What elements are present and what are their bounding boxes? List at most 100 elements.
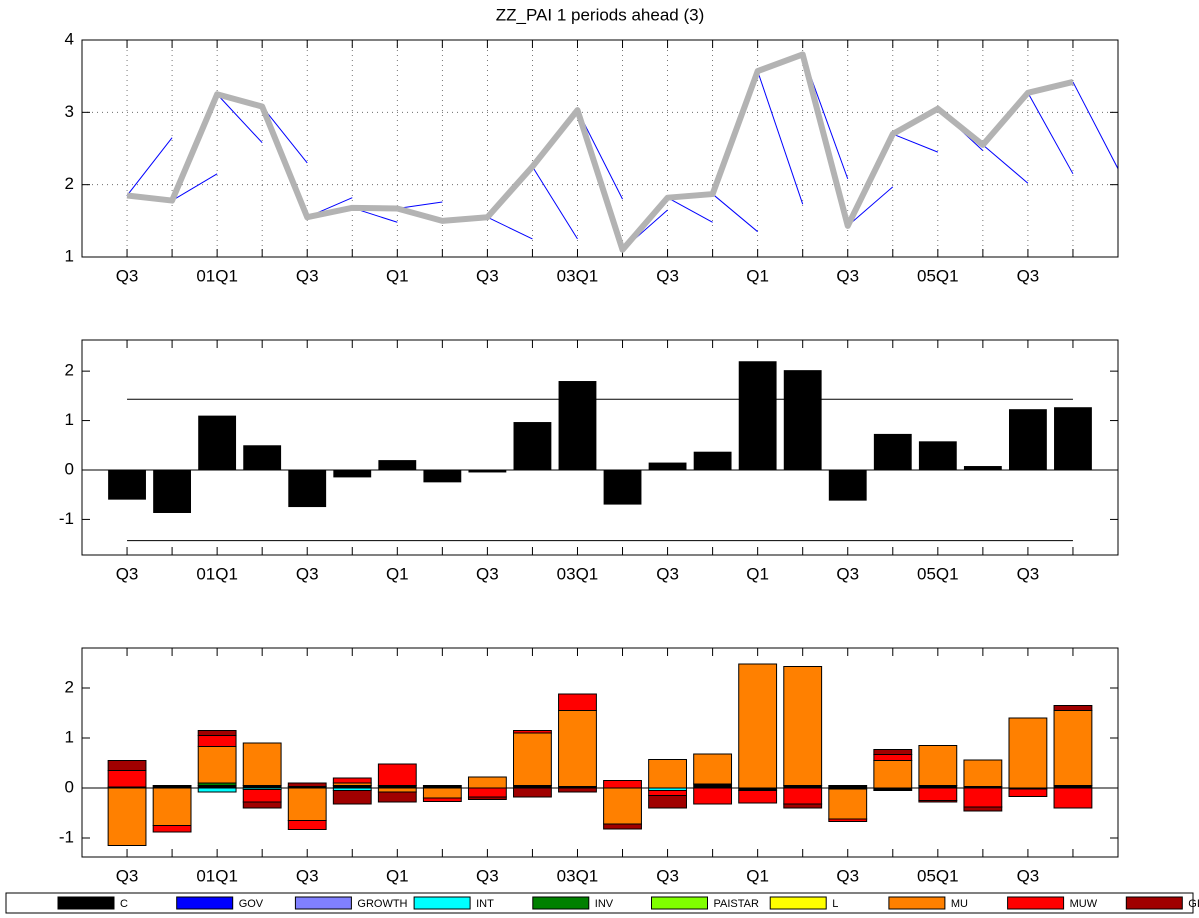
bar-segment (377, 791, 417, 803)
x-tick-label: Q1 (746, 564, 769, 583)
bar-segment (738, 663, 778, 789)
bar-segment (107, 770, 147, 788)
forecast-segment (171, 173, 218, 202)
bar-segment (377, 787, 417, 793)
legend-label: GROWTH (357, 898, 407, 910)
bar (333, 469, 372, 478)
bar-segment (1053, 787, 1093, 809)
bar-segment (603, 787, 642, 825)
bar-segment (828, 788, 868, 820)
bar-segment (1008, 788, 1048, 797)
x-tick-label: Q1 (746, 866, 769, 885)
bar (468, 469, 507, 473)
bar-segment (332, 790, 372, 805)
forecast-segment (982, 144, 1029, 184)
bar-segment (918, 800, 958, 803)
bar-segment (287, 782, 327, 787)
bar-segment (242, 742, 282, 786)
bar-segment (873, 760, 913, 789)
bar-segment (242, 789, 282, 803)
bar-segment (693, 787, 733, 805)
legend-swatch (1007, 896, 1065, 910)
bar-segment (107, 787, 147, 846)
legend-label: MUW (1070, 898, 1098, 910)
bar (198, 415, 237, 470)
bar (783, 370, 822, 470)
chart-title: ZZ_PAI 1 periods ahead (3) (496, 5, 705, 24)
forecast-segment (487, 216, 533, 240)
bar (378, 460, 417, 470)
bar-segment (738, 790, 778, 804)
forecast-segment (847, 186, 894, 227)
y-tick-label: -1 (59, 509, 74, 528)
bar (243, 445, 282, 470)
x-tick-label: Q3 (836, 866, 859, 885)
axes-box (81, 339, 1119, 556)
bar (558, 381, 597, 470)
bar-segment (963, 759, 1003, 787)
legend-swatch (888, 896, 946, 910)
bar (108, 469, 146, 500)
x-tick-label: Q3 (1017, 866, 1040, 885)
legend-label: MU (951, 898, 968, 910)
bar-segment (1008, 717, 1048, 789)
legend-swatch (294, 896, 352, 910)
bar-segment (377, 763, 417, 786)
legend-swatch (413, 896, 471, 910)
bar-segment (603, 823, 642, 830)
x-tick-label: Q1 (386, 564, 409, 583)
bar-segment (918, 745, 958, 786)
bar (1008, 409, 1047, 470)
bar-segment (1053, 710, 1093, 786)
bar-segment (783, 803, 823, 809)
bar-segment (467, 787, 507, 798)
x-tick-label: Q3 (656, 866, 679, 885)
y-tick-label: -1 (59, 827, 74, 846)
legend-swatch (1125, 896, 1183, 910)
x-tick-label: Q1 (386, 266, 409, 285)
bar-segment (332, 777, 372, 784)
bar-segment (107, 760, 147, 771)
bar-segment (513, 787, 552, 798)
bar-segment (152, 787, 192, 826)
y-tick-label: 2 (65, 361, 74, 380)
forecast-segment (261, 106, 308, 164)
forecast-segment (397, 201, 443, 210)
x-tick-label: Q3 (1017, 266, 1040, 285)
forecast-segment (757, 70, 804, 205)
y-tick-label: 2 (65, 174, 74, 193)
legend-swatch (651, 896, 708, 910)
bar-segment (648, 790, 687, 796)
x-tick-label: Q3 (656, 266, 679, 285)
bar-segment (558, 693, 597, 711)
y-tick-label: 4 (65, 29, 74, 48)
bar-segment (513, 732, 552, 786)
axes-box (81, 647, 1119, 858)
legend-swatch (176, 896, 234, 910)
legend-label: GOV (239, 898, 264, 910)
forecast-segment (1072, 81, 1119, 169)
x-tick-label: 05Q1 (917, 266, 959, 285)
x-tick-label: Q1 (386, 866, 409, 885)
y-tick-label: 0 (65, 777, 74, 796)
x-tick-label: 03Q1 (557, 564, 599, 583)
bar (828, 469, 867, 501)
bar-segment (783, 787, 823, 805)
bar-segment (197, 787, 237, 793)
forecast-segment (216, 93, 263, 144)
y-tick-label: 1 (65, 410, 74, 429)
legend-swatch (769, 896, 827, 910)
x-tick-label: Q3 (476, 564, 499, 583)
x-tick-label: Q3 (116, 564, 139, 583)
x-tick-label: Q3 (1017, 564, 1040, 583)
forecast-segment (1027, 92, 1074, 175)
bar-segment (287, 820, 327, 830)
bar-segment (603, 780, 642, 789)
bar-segment (873, 754, 913, 761)
bar-segment (197, 746, 237, 784)
x-tick-label: Q3 (296, 866, 319, 885)
forecast-segment (667, 197, 713, 223)
bar-segment (467, 796, 507, 800)
x-tick-label: Q3 (656, 564, 679, 583)
